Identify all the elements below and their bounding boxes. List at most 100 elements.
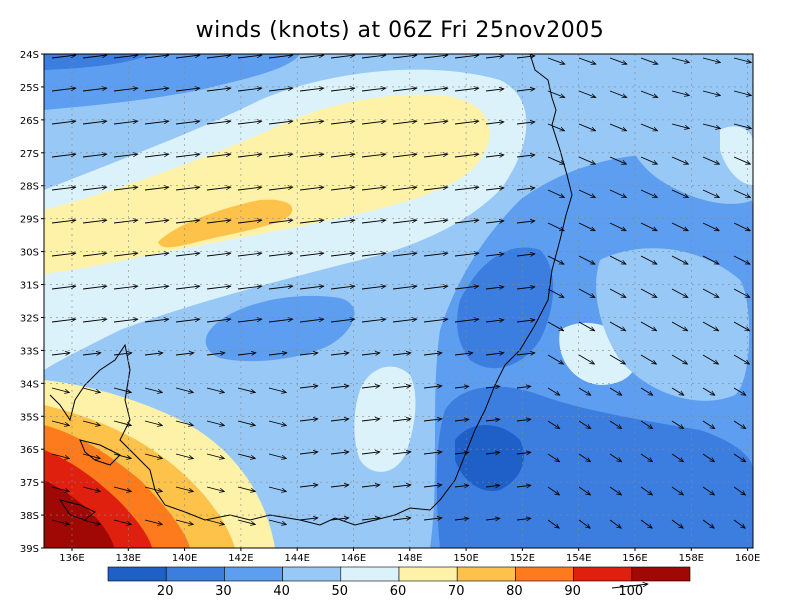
wind-arrow bbox=[113, 55, 138, 59]
wind-arrow bbox=[82, 387, 100, 393]
wind-arrow bbox=[330, 154, 355, 158]
wind-arrow bbox=[82, 187, 107, 191]
lon-label: 154E bbox=[566, 553, 591, 564]
wind-arrow bbox=[392, 485, 411, 487]
wind-arrow bbox=[175, 187, 200, 191]
wind-arrow bbox=[548, 553, 559, 562]
wind-arrow bbox=[547, 486, 560, 495]
wind-arrow bbox=[423, 419, 442, 421]
wind-arrow bbox=[547, 288, 564, 298]
wind-arrow bbox=[485, 56, 504, 58]
wind-arrow bbox=[547, 420, 560, 429]
wind-arrow bbox=[82, 220, 107, 224]
wind-arrow bbox=[485, 353, 504, 355]
wind-arrow bbox=[144, 387, 162, 393]
wind-arrow bbox=[237, 88, 262, 92]
wind-arrow bbox=[392, 386, 411, 388]
wind-arrow bbox=[640, 387, 653, 395]
wind-arrow bbox=[578, 519, 590, 528]
contour-50-east bbox=[596, 248, 750, 401]
wind-arrow bbox=[237, 253, 262, 257]
wind-arrow bbox=[609, 321, 626, 331]
wind-arrow bbox=[113, 253, 138, 257]
wind-arrow bbox=[330, 452, 349, 454]
wind-arrow bbox=[610, 553, 621, 562]
wind-arrow bbox=[733, 453, 746, 462]
wind-arrow bbox=[299, 154, 324, 158]
wind-arrow bbox=[609, 486, 622, 495]
colorbar-tick-label: 40 bbox=[273, 584, 290, 599]
wind-arrow bbox=[268, 154, 293, 158]
wind-arrow bbox=[609, 90, 627, 98]
colorbar-tick-label: 30 bbox=[215, 584, 232, 599]
wind-arrow bbox=[330, 88, 355, 92]
wind-vectors bbox=[51, 55, 751, 562]
lon-label: 136E bbox=[59, 553, 84, 564]
wind-arrow bbox=[485, 452, 500, 454]
lon-label: 142E bbox=[228, 553, 253, 564]
wind-arrow bbox=[609, 189, 626, 198]
wind-arrow bbox=[671, 156, 689, 165]
wind-arrow bbox=[268, 88, 293, 92]
wind-arrow bbox=[82, 519, 100, 525]
wind-arrow bbox=[640, 321, 657, 331]
wind-arrow bbox=[578, 321, 595, 331]
wind-arrow bbox=[423, 286, 448, 290]
wind-arrow bbox=[299, 419, 318, 421]
wind-arrow bbox=[82, 420, 100, 426]
wind-arrow bbox=[454, 319, 479, 323]
wind-arrow bbox=[671, 453, 684, 462]
wind-arrow bbox=[51, 154, 76, 158]
wind-arrow bbox=[361, 121, 386, 125]
wind-arrow bbox=[268, 220, 293, 224]
contour-110-southwest bbox=[44, 480, 114, 548]
wind-arrow bbox=[733, 156, 751, 165]
wind-arrow bbox=[392, 55, 417, 59]
lon-label: 140E bbox=[172, 553, 197, 564]
wind-arrow bbox=[671, 123, 689, 129]
wind-arrow bbox=[485, 188, 504, 190]
wind-arrow bbox=[733, 189, 750, 198]
wind-arrow bbox=[330, 187, 355, 191]
wind-arrow bbox=[516, 353, 535, 355]
wind-arrow bbox=[578, 123, 596, 131]
wind-arrow bbox=[113, 319, 138, 323]
wind-arrow bbox=[671, 255, 688, 265]
wind-arrow bbox=[51, 253, 76, 257]
lon-label: 150E bbox=[453, 553, 478, 564]
wind-arrow bbox=[113, 519, 131, 525]
wind-arrow bbox=[206, 220, 231, 224]
wind-arrow bbox=[671, 387, 684, 395]
wind-arrow bbox=[175, 387, 193, 393]
wind-arrow bbox=[547, 123, 565, 131]
coast-inlet bbox=[58, 499, 96, 521]
wind-arrow bbox=[671, 420, 684, 429]
wind-arrow bbox=[547, 255, 564, 265]
wind-arrow bbox=[702, 486, 715, 495]
wind-arrow bbox=[113, 154, 138, 158]
colorbar-tick-label: 80 bbox=[506, 584, 523, 599]
wind-arrow bbox=[578, 189, 595, 198]
colorbar-swatch bbox=[165, 566, 225, 582]
wind-arrow bbox=[237, 187, 262, 191]
wind-arrow bbox=[671, 288, 688, 298]
wind-arrow bbox=[144, 486, 162, 492]
wind-arrow bbox=[454, 353, 473, 355]
wind-arrow bbox=[424, 551, 442, 553]
wind-arrow bbox=[144, 121, 169, 125]
contour-20-southeast bbox=[455, 425, 524, 491]
wind-arrow bbox=[609, 222, 626, 232]
wind-arrow bbox=[733, 387, 746, 395]
wind-arrow bbox=[268, 121, 293, 125]
wind-arrow bbox=[485, 386, 500, 388]
wind-arrow bbox=[330, 319, 355, 323]
wind-arrow bbox=[268, 286, 293, 290]
wind-arrow bbox=[392, 154, 417, 158]
wind-arrow bbox=[702, 387, 715, 395]
wind-arrow bbox=[268, 319, 293, 323]
lat-label: 24S bbox=[20, 50, 39, 61]
wind-arrow bbox=[392, 88, 417, 92]
contour-30-topleft bbox=[44, 54, 150, 70]
wind-arrow bbox=[640, 90, 658, 98]
wind-arrow bbox=[671, 90, 689, 96]
